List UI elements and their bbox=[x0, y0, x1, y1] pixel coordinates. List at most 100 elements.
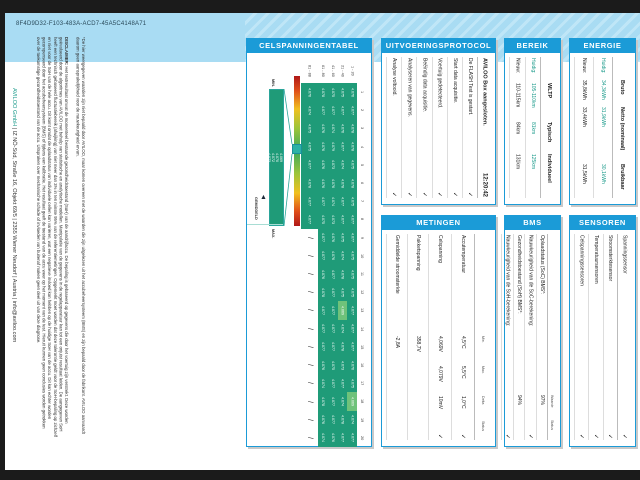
panel-title: BMS bbox=[505, 216, 560, 230]
header-row: WLTP Typisch Individueel bbox=[540, 57, 556, 198]
column-number: 9 bbox=[360, 236, 365, 239]
cell-voltage: 4.076 bbox=[318, 355, 328, 375]
step-label: De FLASH Test is gestart. bbox=[462, 57, 478, 160]
check-icon: ✓ bbox=[616, 415, 631, 440]
cell-voltage: 4.077 bbox=[327, 319, 338, 338]
row-label: Pakketspanning bbox=[407, 234, 429, 336]
value: 125km bbox=[524, 153, 541, 198]
value bbox=[385, 419, 408, 440]
empty-cell: / bbox=[306, 382, 314, 385]
column-header bbox=[474, 234, 491, 336]
panel-title: UITVOERINGSPROTOCOL bbox=[382, 39, 495, 53]
cell-voltage: 4.077 bbox=[318, 192, 328, 211]
cell-voltage: 4.077 bbox=[347, 210, 358, 229]
header-row: Min. Max. Delta Status bbox=[474, 234, 491, 440]
footer-address: | IZ NÖ-Süd, Straße 16, Objekt 69/5 | 23… bbox=[11, 126, 17, 343]
column-number: 10 bbox=[360, 253, 365, 258]
check-icon: ✓ bbox=[416, 159, 433, 198]
cell-voltage: 4.073 bbox=[327, 155, 338, 174]
check-icon: ✓ bbox=[501, 419, 514, 440]
row-label: 1 - 20 bbox=[350, 66, 355, 76]
cell-voltage: 4.077 bbox=[347, 228, 358, 247]
value: 4,5°C bbox=[451, 335, 475, 365]
cell-voltage: 4.076 bbox=[301, 82, 319, 102]
average-label: GEMIDDELD bbox=[254, 197, 258, 220]
protocol-step: Voertuig gedetecteerd. ✓ bbox=[431, 57, 448, 198]
cell-voltage: 4.076 bbox=[347, 82, 358, 102]
cell-voltage: 4.078 bbox=[337, 264, 348, 284]
column-number: 13 bbox=[360, 308, 365, 313]
protocol-panel: UITVOERINGSPROTOCOL AVILOO Box aangeslot… bbox=[381, 38, 496, 205]
cell-row: 81 - 88 4.076 4.074 4.075 4.075 4.077 4.078 4.0… bbox=[301, 59, 319, 447]
empty-cell: / bbox=[306, 327, 314, 330]
cell-voltage: 4.074 bbox=[337, 392, 348, 411]
cell-voltage: 4.078 bbox=[318, 82, 328, 102]
value bbox=[407, 394, 429, 420]
cell-voltage: 4.077 bbox=[327, 264, 338, 284]
cell-row: 61 - 80 4.078 4.077 4.076 4.076 4.076 4.076 4.0… bbox=[318, 59, 328, 447]
cell-voltage: 4.069 bbox=[347, 392, 358, 411]
value: 35,8kWh bbox=[573, 79, 594, 107]
table-row: Gemiddelde stroomsterkte -2,8A bbox=[385, 234, 408, 440]
row-label: Celspanningssensoren bbox=[573, 234, 589, 416]
column-number: 3 bbox=[360, 127, 365, 130]
empty-cell: / bbox=[306, 400, 314, 403]
cell-voltage: 4.077 bbox=[337, 101, 348, 120]
table-row: Pakketspanning 358,7V bbox=[407, 234, 429, 440]
measurements-panel: METINGEN Min. Max. Delta Status Accutemperat… bbox=[381, 215, 496, 447]
column-header: Bruikbaar bbox=[612, 163, 631, 198]
disclaimer-label: DISCLAIMER: bbox=[64, 37, 69, 66]
column-header: Status bbox=[547, 419, 556, 440]
step-label: Analyseren van gegevens. bbox=[401, 57, 417, 160]
value: 105-110km bbox=[524, 82, 541, 122]
column-number: 7 bbox=[360, 200, 365, 203]
cell-voltage: 4.077 bbox=[327, 337, 338, 356]
bms-table: Waarde Status Oplaadstatus (SoC) BMS*: 97% N… bbox=[501, 234, 556, 440]
value: 81km bbox=[524, 121, 541, 154]
triangle-icon: ▲ bbox=[260, 194, 267, 201]
column-header: WLTP bbox=[540, 82, 556, 122]
table-row: Spanningssensor ✓ bbox=[616, 234, 631, 440]
cell-row: 41 - 60 4.075 4.077 4.074 4.079 4.073 4.076 4.0… bbox=[327, 59, 338, 447]
cell-voltage: 4.077 bbox=[337, 210, 348, 229]
cell-voltage: 4.077 bbox=[318, 337, 328, 356]
empty-cell: / bbox=[306, 309, 314, 312]
value: 4,069V bbox=[428, 335, 452, 365]
row-label: Huidig: bbox=[593, 57, 613, 80]
cell-voltage: 4.074 bbox=[327, 192, 338, 211]
cell-voltage: 4.074 bbox=[301, 101, 319, 120]
protocol-list: AVILOO Box aangesloten. 12:20:42 De FLASH … bbox=[385, 57, 491, 198]
empty-cell: / bbox=[306, 364, 314, 367]
energy-table: Bruto Netto (nominaal) Bruikbaar Huidig: 34,… bbox=[573, 57, 631, 198]
cell-voltage: 4.077 bbox=[337, 374, 348, 393]
cell-voltage: 4.074 bbox=[337, 155, 348, 174]
cell-voltage: 4.075 bbox=[347, 192, 358, 211]
max-label: MAX. bbox=[271, 229, 275, 239]
table-row: Celspanning 4,069V 4,079V 10mV ✓ bbox=[428, 234, 452, 440]
cell-row: 1 - 20 4.076 4.077 4.078 4.078 4.075 4.078 4.07… bbox=[347, 59, 358, 447]
empty-cell: / bbox=[306, 273, 314, 276]
table-row: Huidig: 34,3kWh 31,9kWh 30,1kWh bbox=[593, 57, 613, 198]
value bbox=[513, 419, 525, 440]
row-label: Nieuw: bbox=[509, 57, 526, 83]
scale-value: 4.079 bbox=[247, 90, 251, 225]
cell-row: 21 - 40 4.075 4.077 4.076 4.077 4.074 4.078 4.0… bbox=[337, 59, 348, 447]
energy-panel: ENERGIE Bruto Netto (nominaal) Bruikbaar Hu… bbox=[569, 38, 636, 205]
cell-voltage: 4.074 bbox=[318, 374, 328, 393]
value: 30,1kWh bbox=[593, 163, 613, 198]
table-row: Nauwkeurigheid van de SoC-berekening: ✓ bbox=[524, 234, 537, 440]
cell-voltage: 4.075 bbox=[327, 355, 338, 375]
cell-voltage: 4.074 bbox=[337, 246, 348, 265]
cell-voltage: 4.074 bbox=[337, 319, 348, 338]
cell-voltage: 4.069 bbox=[337, 301, 348, 320]
column-number: 17 bbox=[360, 381, 365, 386]
row-label: 81 - 88 bbox=[307, 65, 312, 77]
cell-voltage: 4.078 bbox=[337, 337, 348, 356]
column-number: 15 bbox=[360, 344, 365, 349]
cell-voltage: 4.077 bbox=[318, 301, 328, 320]
cell-voltage: 4.076 bbox=[318, 119, 328, 138]
table-row: Gezondheidstoestand (SoH) BMS*: 94% bbox=[513, 234, 525, 440]
table-row: Nauwkeurigheid van de SoH-berekening: ✓ bbox=[501, 234, 514, 440]
cell-voltage: 4.076 bbox=[347, 355, 358, 375]
row-label: Stroomsterktesensor bbox=[602, 234, 618, 416]
